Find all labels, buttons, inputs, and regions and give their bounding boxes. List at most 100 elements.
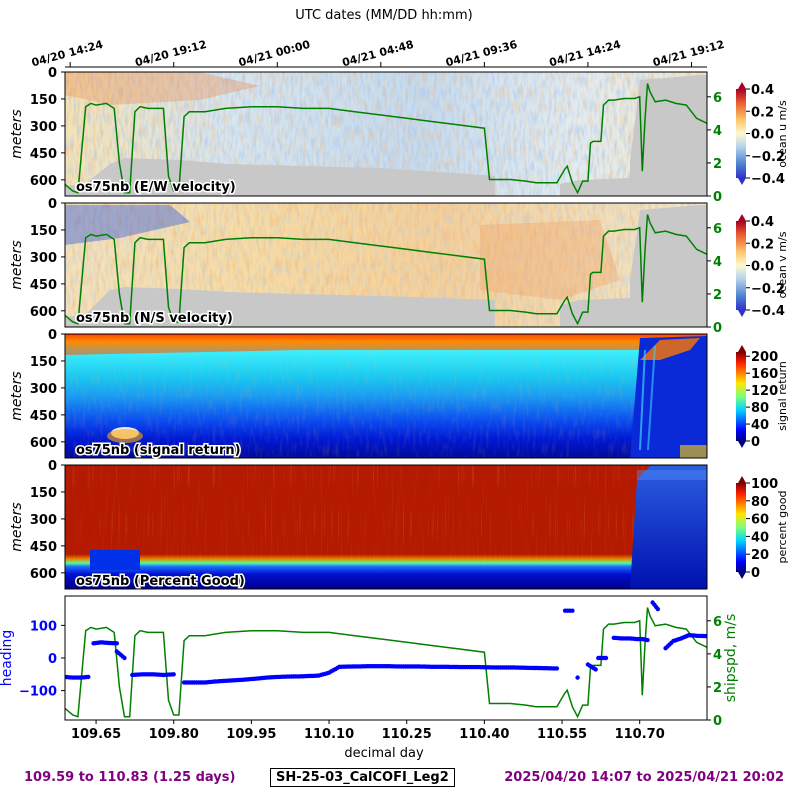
heading-point <box>575 675 580 680</box>
panel-signal-return: os75nb (signal return) meters 0 150 300 450… <box>9 328 789 460</box>
shipspd-overlay-u <box>65 83 707 195</box>
plot-frame <box>64 202 708 328</box>
panel-percent-good: os75nb (Percent Good) meters 0 150 300 450 6… <box>9 459 789 591</box>
heatmap-signal-return <box>65 334 707 458</box>
colorbar-tick-label: 200 <box>751 350 778 365</box>
panel-ocean-u: os75nb (E/W velocity) meters 0 150 300 450 6… <box>9 66 789 205</box>
panel-ocean-v: os75nb (N/S velocity) meters 0 150 300 450 6… <box>9 197 789 336</box>
depth-tick-label: 300 <box>30 382 57 397</box>
heading-point <box>122 655 127 661</box>
colorbar-ocean-v: 0.4 0.2 0.0 −0.2 −0.4 ocean v m/s <box>736 214 789 319</box>
heading-point <box>603 655 609 661</box>
depth-tick-label: 450 <box>30 409 57 424</box>
heatmap-ocean-u <box>65 72 707 196</box>
heading-speed-axes: 109.65 109.80 109.95 110.10 110.25 110.40 110.… <box>19 615 722 742</box>
heading-point <box>655 606 660 612</box>
colorbar-tick-label: 120 <box>751 384 778 399</box>
panel-label-percent-good: os75nb (Percent Good) <box>76 574 245 589</box>
heading-point <box>171 672 176 677</box>
ylabel-percent-good: meters <box>9 502 25 551</box>
heading-tick-label: −100 <box>19 685 57 700</box>
heading-point <box>114 641 120 646</box>
heading-point <box>570 608 575 613</box>
depth-tick-label: 0 <box>48 328 57 343</box>
footer-date-range: 2025/04/20 14:07 to 2025/04/21 20:02 <box>504 770 784 785</box>
colorbar-tick-label: 0.2 <box>751 237 774 252</box>
footer-day-range: 109.59 to 110.83 (1.25 days) <box>24 770 236 785</box>
heading-series <box>65 600 707 685</box>
colorbar-signal-return: 200 160 120 80 40 0 signal return <box>736 345 789 450</box>
shipspd-line <box>65 83 707 195</box>
speed-tick-label: 4 <box>713 255 722 270</box>
speed-tick-label: 0 <box>713 321 722 336</box>
colorbar-tick-label: 100 <box>751 477 778 492</box>
x-tick-label: 109.95 <box>226 727 276 742</box>
depth-tick-label: 450 <box>30 147 57 162</box>
heading-tick-label: 0 <box>48 652 57 667</box>
colorbar-percent-good: 100 80 60 40 20 0 percent good <box>736 476 789 581</box>
x-tick-label: 109.80 <box>149 727 199 742</box>
colorbar-tick-label: 80 <box>751 495 769 510</box>
depth-tick-label: 600 <box>30 305 57 320</box>
heading-point <box>704 633 707 639</box>
depth-tick-label: 150 <box>30 224 57 239</box>
colorbar-tick-label: 0.4 <box>751 83 774 98</box>
shipspd-line <box>65 607 707 719</box>
ylabel-shipspd: shipspd, m/s <box>723 614 739 703</box>
x-tick-label: 110.55 <box>537 727 587 742</box>
colorbar-tick-label: 0.0 <box>751 260 774 275</box>
ylabel-v: meters <box>9 240 25 289</box>
depth-tick-label: 600 <box>30 567 57 582</box>
x-tick-label: 110.10 <box>304 727 354 742</box>
top-axis-tick-label: 04/21 04:48 <box>341 38 415 70</box>
shipspd-tick-label: 6 <box>713 615 722 630</box>
colorbar-label-v: ocean v m/s <box>776 231 789 298</box>
speed-tick-label: 2 <box>713 288 722 303</box>
colorbar-tick-label: 20 <box>751 548 769 563</box>
colorbar-tick-label: 0.4 <box>751 215 774 230</box>
colorbar-tick-label: 0.0 <box>751 128 774 143</box>
top-axis-tick-label: 04/21 19:12 <box>651 38 725 70</box>
speed-tick-label: 0 <box>713 190 722 205</box>
depth-tick-label: 0 <box>48 459 57 474</box>
depth-tick-label: 300 <box>30 251 57 266</box>
depth-tick-label: 150 <box>30 93 57 108</box>
x-tick-label: 110.70 <box>615 727 665 742</box>
colorbar-tick-label: 40 <box>751 530 769 545</box>
top-axis-title: UTC dates (MM/DD hh:mm) <box>295 8 472 23</box>
depth-tick-label: 450 <box>30 278 57 293</box>
panel-label-signal: os75nb (signal return) <box>76 443 241 458</box>
colorbar-tick-label: 0.2 <box>751 105 774 120</box>
top-axis-tick-label: 04/21 09:36 <box>444 38 519 70</box>
top-date-axis: 04/20 14:24 04/20 19:12 04/21 00:00 04/21 0… <box>30 38 726 70</box>
panel-heading-speed: 109.65 109.80 109.95 110.10 110.25 110.40 110.… <box>0 595 739 761</box>
colorbar-ocean-u: 0.4 0.2 0.0 −0.2 −0.4 ocean u m/s <box>736 82 789 187</box>
heatmap-percent-good <box>65 465 707 589</box>
colorbar-tick-label: −0.2 <box>751 150 785 165</box>
ylabel-u: meters <box>9 109 25 158</box>
no-data-region-v <box>65 205 707 327</box>
ylabel-heading: heading <box>0 630 15 687</box>
speed-tick-label: 6 <box>713 91 722 106</box>
heading-point <box>86 674 91 680</box>
plot-background <box>65 596 707 720</box>
depth-tick-label: 0 <box>48 197 57 212</box>
x-tick-label: 110.40 <box>459 727 509 742</box>
colorbar-tick-label: 0 <box>751 566 760 581</box>
colorbar-tick-label: 80 <box>751 401 769 416</box>
depth-tick-label: 300 <box>30 513 57 528</box>
depth-tick-label: 600 <box>30 174 57 189</box>
speed-tick-label: 2 <box>713 157 722 172</box>
heatmap-ocean-v <box>65 203 707 327</box>
top-axis-tick-label: 04/20 14:24 <box>30 38 105 70</box>
plot-frame <box>64 333 708 459</box>
xlabel: decimal day <box>344 746 424 761</box>
shipspd-line <box>65 214 707 326</box>
colorbar-label-u: ocean u m/s <box>776 100 789 168</box>
x-tick-label: 110.25 <box>382 727 432 742</box>
colorbar-tick-label: −0.2 <box>751 282 785 297</box>
depth-tick-label: 150 <box>30 355 57 370</box>
depth-tick-label: 450 <box>30 540 57 555</box>
depth-tick-label: 0 <box>48 66 57 81</box>
